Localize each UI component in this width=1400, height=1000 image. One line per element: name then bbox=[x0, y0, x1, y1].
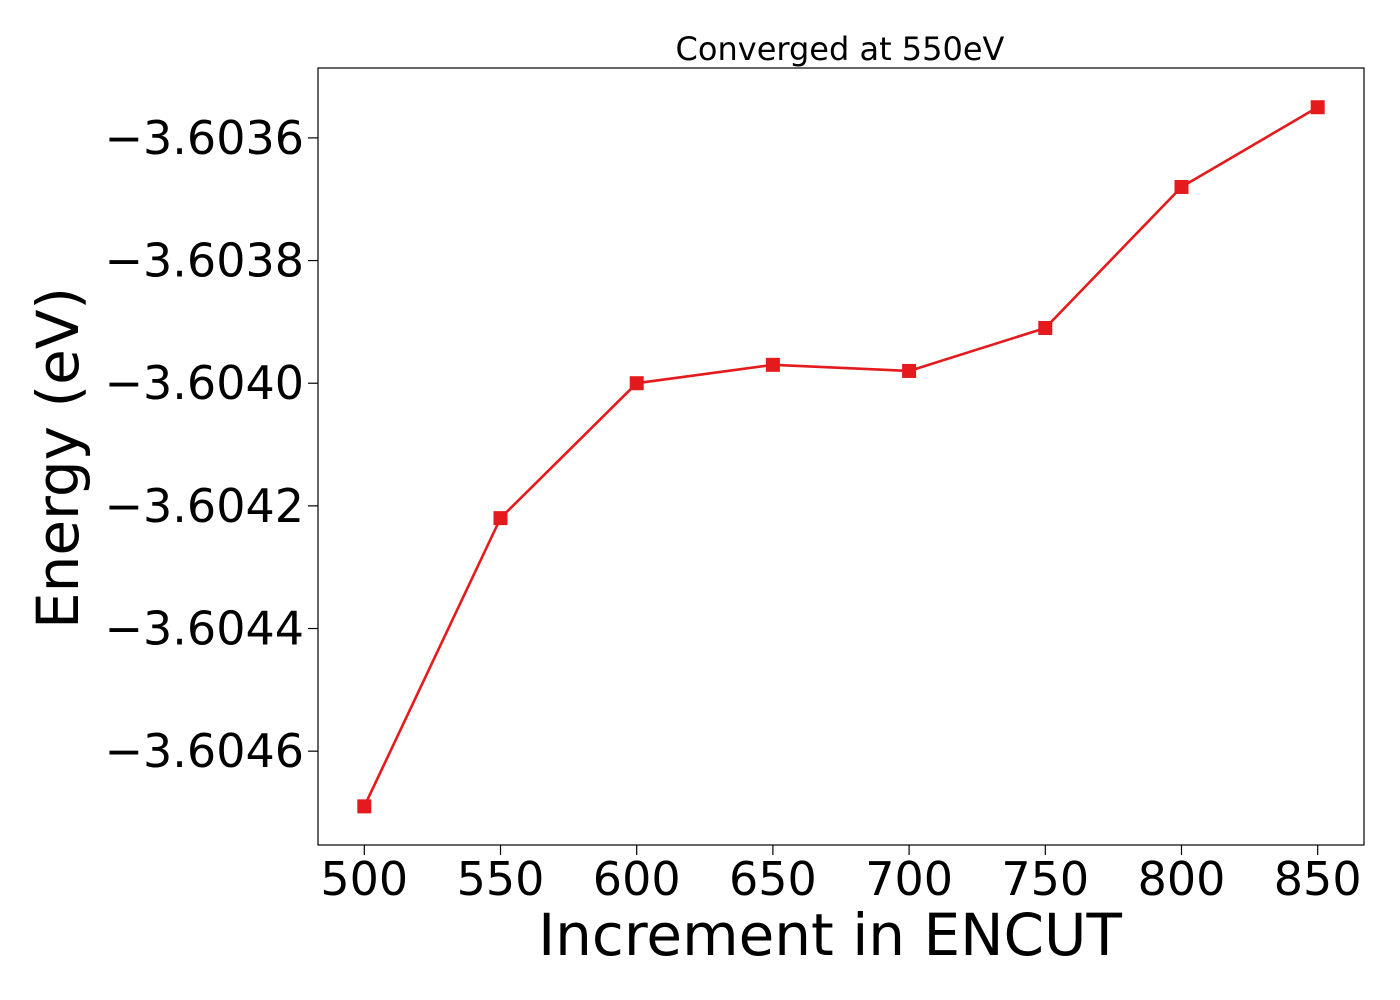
y-tick-label: −3.6046 bbox=[105, 724, 305, 778]
data-point-marker bbox=[493, 511, 508, 526]
x-tick-label: 750 bbox=[1001, 852, 1089, 906]
x-axis-ticks: 500 550 600 650 700 750 800 850 bbox=[320, 845, 1362, 906]
y-axis-ticks: −3.6036 −3.6038 −3.6040 −3.6042 −3.6044 −3.60… bbox=[105, 111, 318, 778]
data-point-marker bbox=[1038, 321, 1053, 336]
data-point-marker bbox=[357, 799, 372, 814]
y-tick-label: −3.6040 bbox=[105, 356, 305, 410]
plot-area-frame bbox=[317, 67, 1365, 846]
data-point-marker bbox=[902, 363, 917, 378]
chart-title: Converged at 550eV bbox=[676, 30, 1005, 68]
x-tick-label: 600 bbox=[593, 852, 681, 906]
x-tick-label: 650 bbox=[729, 852, 817, 906]
data-point-marker bbox=[765, 357, 780, 372]
x-axis-label: Increment in ENCUT bbox=[538, 901, 1122, 969]
series-layer bbox=[357, 100, 1325, 814]
y-tick-label: −3.6036 bbox=[105, 111, 305, 165]
data-point-marker bbox=[1310, 100, 1325, 115]
series-line-0 bbox=[363, 106, 1319, 807]
data-point-marker bbox=[1174, 179, 1189, 194]
x-tick-label: 850 bbox=[1274, 852, 1362, 906]
x-tick-label: 550 bbox=[457, 852, 545, 906]
y-tick-label: −3.6042 bbox=[105, 479, 305, 533]
y-tick-label: −3.6038 bbox=[105, 234, 305, 288]
x-tick-label: 800 bbox=[1138, 852, 1226, 906]
x-tick-label: 700 bbox=[865, 852, 953, 906]
y-axis-label: Energy (eV) bbox=[24, 287, 92, 629]
y-tick-label: −3.6044 bbox=[105, 602, 305, 656]
data-point-marker bbox=[629, 376, 644, 391]
x-tick-label: 500 bbox=[320, 852, 408, 906]
